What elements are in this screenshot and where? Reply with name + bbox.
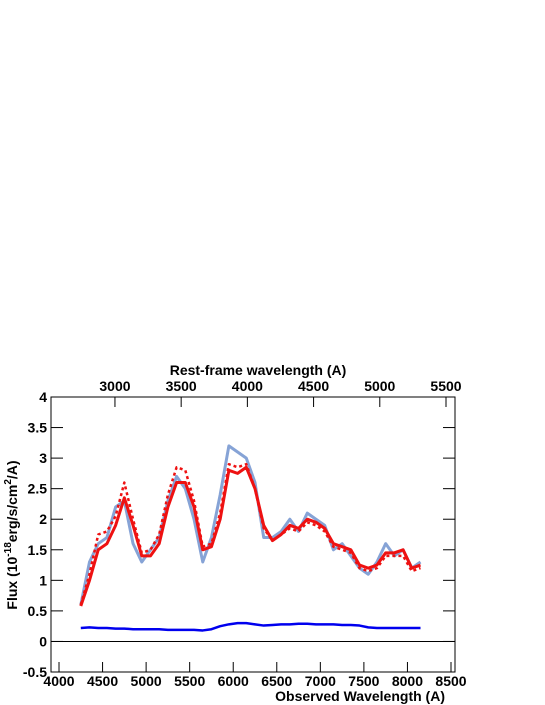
y-label-sup: 2	[3, 479, 14, 485]
y-tick-label: 0.5	[28, 603, 48, 619]
x2-tick-label: 3500	[166, 378, 197, 394]
x2-tick-label: 5500	[430, 378, 461, 394]
x-tick-label: 6500	[261, 673, 292, 689]
x2-axis-label: Rest-frame wavelength (A)	[170, 362, 347, 378]
y-label-sup: -18	[3, 542, 14, 557]
y-tick-label: 0	[39, 633, 47, 649]
x-tick-label: 4000	[43, 673, 74, 689]
x-tick-label: 5000	[131, 673, 162, 689]
y-tick-label: 1.5	[28, 542, 48, 558]
y-tick-label: 3	[39, 450, 47, 466]
y-tick-label: 4	[39, 389, 47, 405]
y-label-part: Flux (10	[4, 556, 20, 609]
x-tick-label: 8500	[435, 673, 466, 689]
x-tick-label: 8000	[392, 673, 423, 689]
y-tick-label: 2	[39, 511, 47, 527]
x-tick-label: 7000	[305, 673, 336, 689]
y-tick-label: -0.5	[23, 664, 47, 680]
y-tick-label: 3.5	[28, 420, 48, 436]
x2-tick-label: 3000	[99, 378, 130, 394]
series-line	[80, 621, 421, 632]
y-tick-label: 1	[39, 572, 47, 588]
series-line	[79, 465, 422, 607]
y-label-part: erg/s/cm	[4, 485, 20, 543]
x2-tick-label: 4500	[298, 378, 329, 394]
y-tick-label: 2.5	[28, 481, 48, 497]
x-axis-label: Observed Wavelength (A)	[275, 688, 445, 704]
y-axis-label: Flux (10-18erg/s/cm2/A)	[3, 460, 20, 609]
x-tick-label: 4500	[87, 673, 118, 689]
x2-tick-label: 4000	[232, 378, 263, 394]
x-tick-label: 5500	[174, 673, 205, 689]
y-label-part: /A)	[4, 460, 20, 479]
x-tick-label: 6000	[218, 673, 249, 689]
x2-tick-label: 5000	[364, 378, 395, 394]
x-tick-label: 7500	[348, 673, 379, 689]
plot-frame	[50, 396, 456, 673]
series-line	[79, 444, 422, 606]
